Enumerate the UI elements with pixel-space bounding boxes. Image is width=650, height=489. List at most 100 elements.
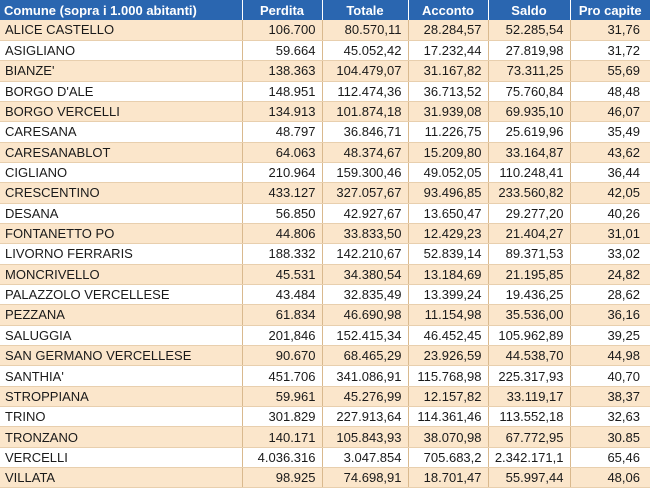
cell-perdita: 59.664 xyxy=(241,40,322,62)
cell-totale: 142.210,67 xyxy=(321,243,408,265)
cell-comune: SALUGGIA xyxy=(0,325,242,347)
cell-saldo: 73.311,25 xyxy=(487,60,570,82)
cell-perdita: 188.332 xyxy=(241,243,322,265)
cell-acconto: 115.768,98 xyxy=(407,365,488,387)
cell-pro-capite: 28,62 xyxy=(569,284,650,306)
cell-comune: FONTANETTO PO xyxy=(0,223,242,245)
cell-totale: 112.474,36 xyxy=(321,81,408,102)
cell-comune: CARESANA xyxy=(0,121,242,143)
cell-acconto: 49.052,05 xyxy=(407,162,488,184)
cell-perdita: 61.834 xyxy=(241,304,322,326)
cell-pro-capite: 44,98 xyxy=(569,345,650,367)
table-row: STROPPIANA 59.961 45.276,99 12.157,82 33.119… xyxy=(0,386,650,408)
cell-totale: 104.479,07 xyxy=(321,60,408,82)
cell-acconto: 12.429,23 xyxy=(407,223,488,245)
table-row: VERCELLI 4.036.316 3.047.854 705.683,2 2.342… xyxy=(0,447,650,469)
cell-totale: 32.835,49 xyxy=(321,284,408,306)
cell-perdita: 64.063 xyxy=(241,142,322,163)
table-row: ALICE CASTELLO 106.700 80.570,11 28.284,57 5… xyxy=(0,20,650,41)
cell-perdita: 148.951 xyxy=(241,81,322,102)
header-pro-capite: Pro capite xyxy=(569,0,650,20)
cell-acconto: 31.167,82 xyxy=(407,60,488,82)
cell-saldo: 21.404,27 xyxy=(487,223,570,245)
cell-totale: 46.690,98 xyxy=(321,304,408,326)
table-body: ALICE CASTELLO 106.700 80.570,11 28.284,57 5… xyxy=(0,20,650,489)
cell-acconto: 13.184,69 xyxy=(407,264,488,285)
cell-comune: STROPPIANA xyxy=(0,386,242,408)
cell-pro-capite: 40,26 xyxy=(569,203,650,224)
cell-totale: 159.300,46 xyxy=(321,162,408,184)
cell-acconto: 52.839,14 xyxy=(407,243,488,265)
cell-perdita: 201,846 xyxy=(241,325,322,347)
cell-totale: 45.052,42 xyxy=(321,40,408,62)
cell-pro-capite: 48,48 xyxy=(569,81,650,102)
cell-acconto: 36.713,52 xyxy=(407,81,488,102)
cell-acconto: 13.650,47 xyxy=(407,203,488,224)
cell-acconto: 38.070,98 xyxy=(407,426,488,448)
cell-acconto: 13.399,24 xyxy=(407,284,488,306)
cell-totale: 80.570,11 xyxy=(321,20,408,41)
cell-pro-capite: 55,69 xyxy=(569,60,650,82)
cell-pro-capite: 38,37 xyxy=(569,386,650,408)
cell-pro-capite: 46,07 xyxy=(569,101,650,123)
cell-pro-capite: 36,44 xyxy=(569,162,650,184)
cell-acconto: 31.939,08 xyxy=(407,101,488,123)
cell-pro-capite: 31,01 xyxy=(569,223,650,245)
cell-totale: 48.374,67 xyxy=(321,142,408,163)
table-row: BORGO D'ALE 148.951 112.474,36 36.713,52 75.… xyxy=(0,81,650,102)
cell-saldo: 75.760,84 xyxy=(487,81,570,102)
cell-comune: TRINO xyxy=(0,406,242,428)
cell-comune: TRONZANO xyxy=(0,426,242,448)
cell-perdita: 45.531 xyxy=(241,264,322,285)
cell-perdita: 106.700 xyxy=(241,20,322,41)
cell-saldo: 35.536,00 xyxy=(487,304,570,326)
cell-perdita: 134.913 xyxy=(241,101,322,123)
table-row: SANTHIA' 451.706 341.086,91 115.768,98 225.3… xyxy=(0,365,650,387)
cell-totale: 152.415,34 xyxy=(321,325,408,347)
table-row: VILLATA 98.925 74.698,91 18.701,47 55.997,44… xyxy=(0,467,650,489)
header-row: Comune (sopra i 1.000 abitanti) Perdita … xyxy=(0,0,650,20)
cell-pro-capite: 36,16 xyxy=(569,304,650,326)
table-row: DESANA 56.850 42.927,67 13.650,47 29.277,20 4… xyxy=(0,203,650,224)
table-row: TRINO 301.829 227.913,64 114.361,46 113.552,… xyxy=(0,406,650,428)
cell-totale: 227.913,64 xyxy=(321,406,408,428)
cell-comune: VERCELLI xyxy=(0,447,242,469)
cell-acconto: 114.361,46 xyxy=(407,406,488,428)
cell-pro-capite: 33,02 xyxy=(569,243,650,265)
cell-perdita: 301.829 xyxy=(241,406,322,428)
cell-saldo: 33.164,87 xyxy=(487,142,570,163)
cell-acconto: 12.157,82 xyxy=(407,386,488,408)
cell-comune: CARESANABLOT xyxy=(0,142,242,163)
cell-pro-capite: 65,46 xyxy=(569,447,650,469)
header-perdita: Perdita xyxy=(241,0,322,20)
cell-perdita: 433.127 xyxy=(241,182,322,204)
cell-perdita: 59.961 xyxy=(241,386,322,408)
cell-comune: ALICE CASTELLO xyxy=(0,20,242,41)
cell-pro-capite: 31,72 xyxy=(569,40,650,62)
cell-acconto: 46.452,45 xyxy=(407,325,488,347)
table-row: CARESANA 48.797 36.846,71 11.226,75 25.619,9… xyxy=(0,121,650,143)
cell-comune: CIGLIANO xyxy=(0,162,242,184)
cell-saldo: 33.119,17 xyxy=(487,386,570,408)
cell-pro-capite: 42,05 xyxy=(569,182,650,204)
table-row: BORGO VERCELLI 134.913 101.874,18 31.939,08… xyxy=(0,101,650,123)
cell-comune: MONCRIVELLO xyxy=(0,264,242,285)
cell-totale: 34.380,54 xyxy=(321,264,408,285)
cell-totale: 327.057,67 xyxy=(321,182,408,204)
table-row: FONTANETTO PO 44.806 33.833,50 12.429,23 21.… xyxy=(0,223,650,245)
cell-acconto: 18.701,47 xyxy=(407,467,488,489)
cell-perdita: 210.964 xyxy=(241,162,322,184)
cell-acconto: 93.496,85 xyxy=(407,182,488,204)
cell-comune: VILLATA xyxy=(0,467,242,489)
cell-perdita: 43.484 xyxy=(241,284,322,306)
header-saldo: Saldo xyxy=(487,0,570,20)
cell-saldo: 233.560,82 xyxy=(487,182,570,204)
cell-pro-capite: 24,82 xyxy=(569,264,650,285)
cell-perdita: 98.925 xyxy=(241,467,322,489)
table-row: SALUGGIA 201,846 152.415,34 46.452,45 105.96… xyxy=(0,325,650,347)
cell-acconto: 705.683,2 xyxy=(407,447,488,469)
cell-saldo: 52.285,54 xyxy=(487,20,570,41)
cell-saldo: 89.371,53 xyxy=(487,243,570,265)
cell-comune: PALAZZOLO VERCELLESE xyxy=(0,284,242,306)
